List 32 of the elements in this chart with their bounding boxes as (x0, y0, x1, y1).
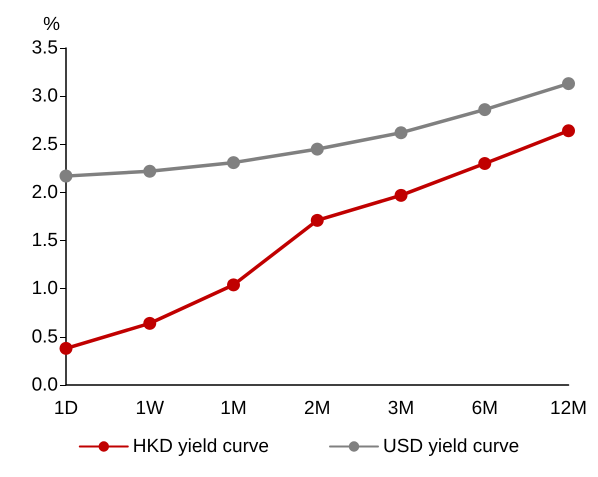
legend-label: USD yield curve (383, 436, 520, 457)
y-tick-label: 0.5 (32, 326, 58, 348)
point (60, 342, 72, 355)
legend-label: HKD yield curve (132, 436, 270, 457)
x-tick-label: 2M (304, 398, 330, 419)
point (143, 164, 156, 178)
point (478, 103, 492, 116)
y-tick-label: 1.5 (32, 230, 58, 252)
y-tick-label: 3.0 (32, 86, 58, 107)
point (60, 170, 72, 183)
x-tick-label: 1W (136, 398, 164, 419)
point (227, 156, 240, 170)
x-tick-label: 3M (388, 398, 414, 419)
point (478, 157, 492, 170)
point (310, 142, 324, 156)
y-tick-label: 0.0 (32, 374, 58, 396)
point (562, 124, 576, 138)
point (227, 278, 240, 292)
x-tick-label: 12M (550, 398, 588, 419)
y-tick-label: 2.0 (32, 182, 58, 203)
y-tick-label: 2.5 (32, 134, 58, 155)
point (562, 77, 576, 90)
point (394, 126, 408, 140)
point (310, 214, 324, 227)
x-tick-label: 6M (472, 398, 498, 419)
x-tick-label: 1M (220, 398, 247, 419)
point (143, 316, 156, 330)
x-tick-label: 1D (54, 398, 78, 419)
y-axis-title: % (43, 14, 60, 35)
y-tick-label: 3.5 (32, 38, 58, 58)
y-tick-label: 1.0 (32, 278, 58, 300)
point (394, 188, 408, 202)
